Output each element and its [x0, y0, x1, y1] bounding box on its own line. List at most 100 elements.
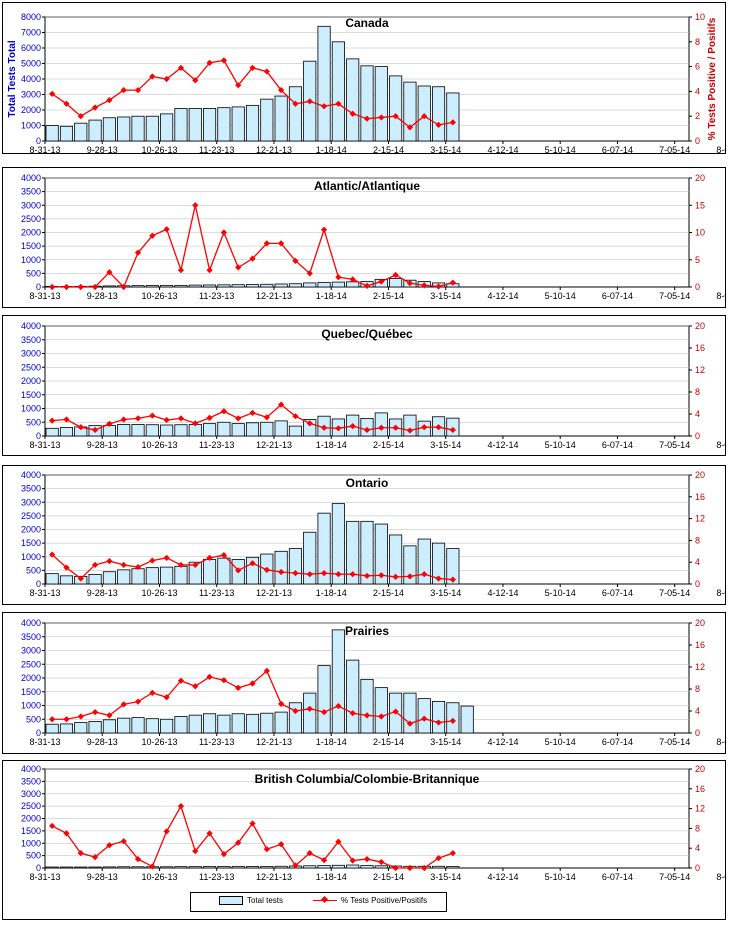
x-tick-label: 6-07-14	[602, 440, 633, 450]
y-tick-label: 2500	[21, 659, 41, 669]
legend-swatch-bar	[219, 896, 243, 905]
y2-tick-label: 20	[695, 173, 705, 183]
x-tick-label: 9-28-13	[87, 440, 118, 450]
x-tick-label: 5-10-14	[545, 291, 576, 301]
bar	[45, 866, 59, 869]
y2-tick-label: 0	[695, 136, 700, 146]
bar	[245, 866, 260, 869]
x-tick-label: 2-15-14	[373, 588, 404, 598]
line-point	[106, 269, 113, 276]
y-tick-label: 3500	[21, 484, 41, 494]
line-point	[120, 87, 127, 94]
y2-tick-label: 4	[695, 557, 700, 567]
x-tick-label: 8-31-13	[29, 588, 60, 598]
bar	[145, 115, 159, 142]
bar	[231, 866, 245, 869]
x-tick-label: 4-12-14	[487, 440, 518, 450]
chart-svg-5: 0 500 1000 1500 2000 2500 3000 3500 4000 0 4 8 12 16 2…	[21, 764, 725, 882]
y2-tick-label: 4	[695, 706, 700, 716]
y2-tick-label: 20	[695, 618, 705, 628]
x-tick-label: 1-18-14	[316, 872, 347, 882]
x-tick-label: 3-15-14	[430, 291, 461, 301]
line-point	[120, 283, 127, 291]
line-point	[363, 712, 371, 719]
bar	[288, 86, 302, 142]
y-tick-label: 1500	[21, 538, 41, 548]
bar	[303, 282, 317, 288]
line-point	[278, 401, 285, 408]
bar	[446, 866, 460, 869]
x-tick-label: 1-18-14	[316, 291, 347, 301]
bar	[131, 115, 145, 142]
line-point	[192, 77, 199, 84]
bar	[45, 723, 59, 734]
line-point	[292, 862, 299, 869]
x-tick-label: 11-23-13	[199, 737, 234, 747]
bar	[160, 424, 174, 437]
line-point	[149, 73, 156, 80]
bar	[360, 678, 374, 734]
chart-title: Atlantic/Atlantique	[314, 179, 420, 193]
line-point	[235, 82, 242, 89]
bar	[45, 427, 59, 437]
x-tick-label: 1-18-14	[316, 737, 347, 747]
y2-tick-label: 20	[695, 470, 705, 480]
x-tick-label: 5-10-14	[545, 872, 576, 882]
y2-tick-label: 0	[695, 579, 700, 589]
x-tick-label: 12-21-13	[256, 145, 292, 153]
x-tick-label: 9-28-13	[87, 872, 118, 882]
bar	[303, 865, 317, 869]
bar	[88, 119, 102, 142]
y2-tick-label: 8	[695, 823, 700, 833]
line-point	[77, 283, 84, 291]
x-tick-label: 5-10-14	[545, 737, 576, 747]
bar	[360, 65, 374, 142]
bar	[102, 285, 116, 288]
bar	[274, 420, 288, 437]
bar	[174, 108, 188, 142]
y-tick-label: 0	[36, 579, 41, 589]
bar	[117, 116, 131, 142]
x-tick-label: 4-12-14	[487, 145, 518, 153]
bar	[59, 575, 74, 585]
bar	[317, 25, 331, 142]
x-tick-label: 3-15-14	[430, 588, 461, 598]
bar	[317, 281, 331, 288]
line-point	[449, 717, 456, 725]
line-point	[249, 409, 256, 417]
x-tick-label: 7-05-14	[659, 588, 690, 598]
x-tick-label: 8-31-13	[29, 291, 60, 301]
x-tick-label: 8-02-14	[716, 440, 725, 450]
line-point	[177, 64, 185, 71]
line-point	[349, 276, 356, 283]
y-tick-label: 1000	[21, 701, 41, 711]
bar	[145, 567, 159, 585]
legend-swatch-line	[313, 895, 337, 904]
y-tick-label: 4000	[21, 74, 41, 84]
x-tick-label: 12-21-13	[256, 737, 292, 747]
bar	[346, 281, 360, 288]
line-point	[134, 415, 142, 422]
y-tick-label: 2000	[21, 228, 41, 238]
y2-tick-label: 6	[695, 62, 700, 72]
chart-svg-2: 0 500 1000 1500 2000 2500 3000 3500 4000 0 4 8 12 16 2…	[21, 321, 725, 450]
y-tick-label: 1000	[21, 404, 41, 414]
bar	[160, 718, 174, 734]
bar	[231, 423, 245, 437]
line-point	[163, 75, 170, 83]
x-tick-label: 8-31-13	[29, 872, 60, 882]
bar	[74, 122, 88, 142]
y2-tick-label: 16	[695, 492, 705, 502]
x-tick-label: 4-12-14	[487, 588, 518, 598]
chart-svg-1: 0 500 1000 1500 2000 2500 3000 3500 4000 0 5 10 15 20…	[21, 173, 725, 301]
bar	[245, 104, 260, 142]
line-point	[249, 255, 256, 262]
bar	[217, 284, 231, 288]
x-tick-label: 4-12-14	[487, 737, 518, 747]
bar	[288, 425, 302, 437]
bar	[446, 92, 460, 142]
bar	[131, 568, 145, 585]
x-tick-label: 11-23-13	[199, 588, 234, 598]
bar	[160, 866, 174, 869]
x-tick-label: 11-23-13	[199, 145, 234, 153]
